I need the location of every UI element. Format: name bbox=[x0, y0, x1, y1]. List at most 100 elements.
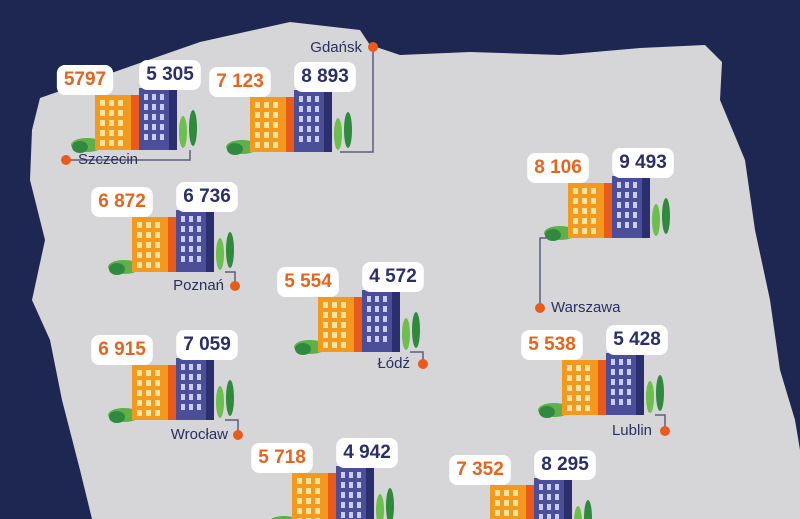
window bbox=[513, 490, 518, 496]
building-navy-side bbox=[324, 90, 332, 152]
bush bbox=[270, 516, 298, 519]
window bbox=[367, 326, 371, 332]
window bbox=[197, 226, 201, 232]
window bbox=[611, 359, 615, 365]
window bbox=[297, 488, 302, 494]
window bbox=[504, 490, 509, 496]
window bbox=[155, 262, 160, 268]
label-box bbox=[209, 67, 271, 97]
city-dot bbox=[233, 430, 243, 440]
window bbox=[573, 228, 578, 234]
window bbox=[539, 484, 543, 490]
window bbox=[367, 336, 371, 342]
window bbox=[197, 364, 201, 370]
building-navy-side bbox=[206, 358, 214, 420]
window bbox=[181, 216, 185, 222]
city-name: Warszawa bbox=[551, 299, 621, 316]
building-navy-side bbox=[206, 210, 214, 272]
window bbox=[495, 510, 500, 516]
window bbox=[625, 212, 629, 218]
window bbox=[137, 252, 142, 258]
window bbox=[299, 126, 303, 132]
window bbox=[539, 504, 543, 510]
window bbox=[555, 514, 559, 519]
window bbox=[627, 369, 631, 375]
window bbox=[137, 370, 142, 376]
window bbox=[332, 332, 337, 338]
value-label: 5 538 bbox=[528, 334, 576, 355]
window bbox=[306, 478, 311, 484]
window bbox=[332, 322, 337, 328]
window bbox=[315, 126, 319, 132]
window bbox=[155, 242, 160, 248]
window bbox=[181, 404, 185, 410]
city-name: Łódź bbox=[377, 355, 410, 372]
window bbox=[332, 342, 337, 348]
city-name: Gdańsk bbox=[310, 39, 362, 56]
window bbox=[315, 116, 319, 122]
window bbox=[341, 302, 346, 308]
value-label: 8 295 bbox=[541, 454, 589, 475]
window bbox=[306, 498, 311, 504]
window bbox=[375, 316, 379, 322]
window bbox=[160, 134, 164, 140]
window bbox=[255, 112, 260, 118]
label-box bbox=[612, 148, 674, 178]
window bbox=[567, 385, 572, 391]
window bbox=[367, 316, 371, 322]
window bbox=[539, 514, 543, 519]
window bbox=[273, 112, 278, 118]
window bbox=[146, 232, 151, 238]
window bbox=[137, 262, 142, 268]
window bbox=[341, 322, 346, 328]
window bbox=[341, 342, 346, 348]
window bbox=[625, 222, 629, 228]
window bbox=[315, 488, 320, 494]
label-box bbox=[56, 65, 114, 95]
window bbox=[144, 114, 148, 120]
window bbox=[323, 322, 328, 328]
window bbox=[591, 198, 596, 204]
window bbox=[152, 104, 156, 110]
window bbox=[306, 508, 311, 514]
window bbox=[547, 484, 551, 490]
window bbox=[137, 400, 142, 406]
window bbox=[383, 316, 387, 322]
window bbox=[383, 326, 387, 332]
window bbox=[617, 202, 621, 208]
window bbox=[255, 132, 260, 138]
value-label: 8 106 bbox=[534, 157, 582, 178]
value-label: 4 572 bbox=[369, 266, 417, 287]
window bbox=[619, 399, 623, 405]
window bbox=[109, 110, 114, 116]
label-box bbox=[91, 335, 153, 365]
label-box bbox=[521, 330, 583, 360]
window bbox=[146, 410, 151, 416]
window bbox=[144, 124, 148, 130]
window bbox=[367, 306, 371, 312]
window bbox=[349, 482, 353, 488]
window bbox=[582, 218, 587, 224]
window bbox=[264, 122, 269, 128]
window bbox=[383, 336, 387, 342]
tree bbox=[412, 312, 420, 348]
label-box bbox=[294, 62, 356, 92]
window bbox=[504, 500, 509, 506]
value-label: 8 893 bbox=[301, 66, 349, 87]
city-dot bbox=[61, 155, 71, 165]
window bbox=[307, 136, 311, 142]
window bbox=[299, 106, 303, 112]
connector bbox=[66, 150, 191, 161]
window bbox=[152, 94, 156, 100]
city-dot bbox=[535, 303, 545, 313]
window bbox=[375, 326, 379, 332]
window bbox=[100, 130, 105, 136]
window bbox=[591, 208, 596, 214]
window bbox=[383, 296, 387, 302]
window bbox=[341, 492, 345, 498]
window bbox=[591, 188, 596, 194]
window bbox=[146, 400, 151, 406]
value-label: 6 736 bbox=[183, 186, 231, 207]
window bbox=[100, 110, 105, 116]
window bbox=[573, 198, 578, 204]
